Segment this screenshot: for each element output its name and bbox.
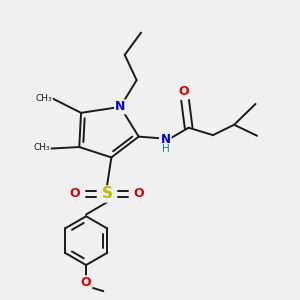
Text: H: H <box>162 144 169 154</box>
Text: O: O <box>134 188 144 200</box>
Text: O: O <box>81 276 92 290</box>
Text: CH₃: CH₃ <box>33 143 50 152</box>
Text: O: O <box>178 85 189 98</box>
Text: CH₃: CH₃ <box>35 94 52 103</box>
Text: O: O <box>70 188 80 200</box>
Text: S: S <box>101 187 112 202</box>
Text: N: N <box>161 133 171 146</box>
Text: N: N <box>115 100 125 113</box>
